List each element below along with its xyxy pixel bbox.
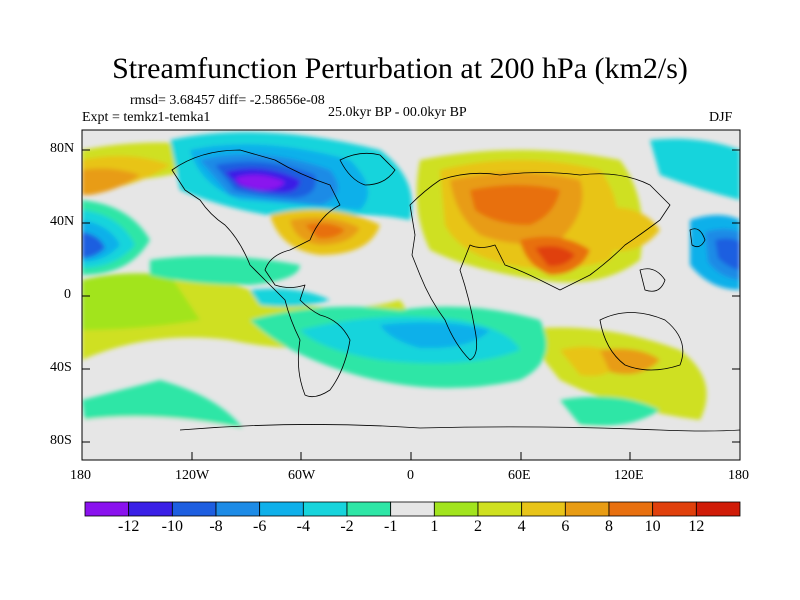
colorbar-swatch <box>259 501 304 517</box>
colorbar-label: -1 <box>383 518 398 535</box>
lon-label-0: 0 <box>407 468 414 483</box>
colorbar-swatch <box>433 501 479 517</box>
colorbar-label: 1 <box>430 518 439 535</box>
experiment-label: Expt = temkz1-temka1 <box>82 110 211 125</box>
colorbar <box>84 501 741 517</box>
contour-field <box>82 130 740 460</box>
colorbar-swatch <box>302 501 348 517</box>
colorbar-label: 2 <box>474 518 482 535</box>
colorbar-label: 6 <box>561 518 570 535</box>
colorbar-swatch <box>128 501 173 517</box>
lon-label-180w: 180 <box>70 468 91 483</box>
colorbar-label: 4 <box>517 518 526 535</box>
colorbar-swatch <box>171 501 217 517</box>
lon-label-120w: 120W <box>175 468 210 483</box>
colorbar-swatch <box>521 501 566 517</box>
colorbar-label: -2 <box>340 518 354 535</box>
colorbar-swatch <box>695 501 741 517</box>
colorbar-swatch <box>608 501 654 517</box>
lon-label-120e: 120E <box>614 468 644 483</box>
colorbar-label: 8 <box>605 518 613 535</box>
colorbar-swatch <box>346 501 392 517</box>
colorbar-label: -8 <box>209 518 223 535</box>
lat-label-40n: 40N <box>50 214 75 229</box>
lon-label-60w: 60W <box>288 468 316 483</box>
colorbar-label: -10 <box>161 518 183 535</box>
axis-ticks <box>81 149 741 460</box>
lat-label-0: 0 <box>64 287 71 302</box>
colorbar-label: -4 <box>296 518 310 535</box>
colorbar-label: -12 <box>117 518 140 535</box>
coastlines <box>171 149 740 432</box>
lat-label-80n: 80N <box>50 141 75 156</box>
chart-title: Streamfunction Perturbation at 200 hPa (… <box>112 52 688 85</box>
colorbar-swatch <box>564 501 610 517</box>
colorbar-swatch <box>84 501 130 517</box>
period-label: 25.0kyr BP - 00.0kyr BP <box>328 105 467 120</box>
colorbar-swatch <box>477 501 523 517</box>
colorbar-label: 10 <box>644 518 661 535</box>
lat-label-40s: 40S <box>50 360 72 375</box>
colorbar-swatch <box>215 501 261 517</box>
colorbar-label: -6 <box>252 518 267 535</box>
lon-label-60e: 60E <box>508 468 531 483</box>
lat-label-80s: 80S <box>50 433 72 448</box>
lon-label-180e: 180 <box>728 468 749 483</box>
colorbar-swatch <box>652 501 697 517</box>
season-label: DJF <box>709 110 733 125</box>
stats-text: rmsd= 3.68457 diff= -2.58656e-08 <box>130 93 325 108</box>
colorbar-label: 12 <box>688 518 705 535</box>
colorbar-swatch <box>390 501 435 517</box>
